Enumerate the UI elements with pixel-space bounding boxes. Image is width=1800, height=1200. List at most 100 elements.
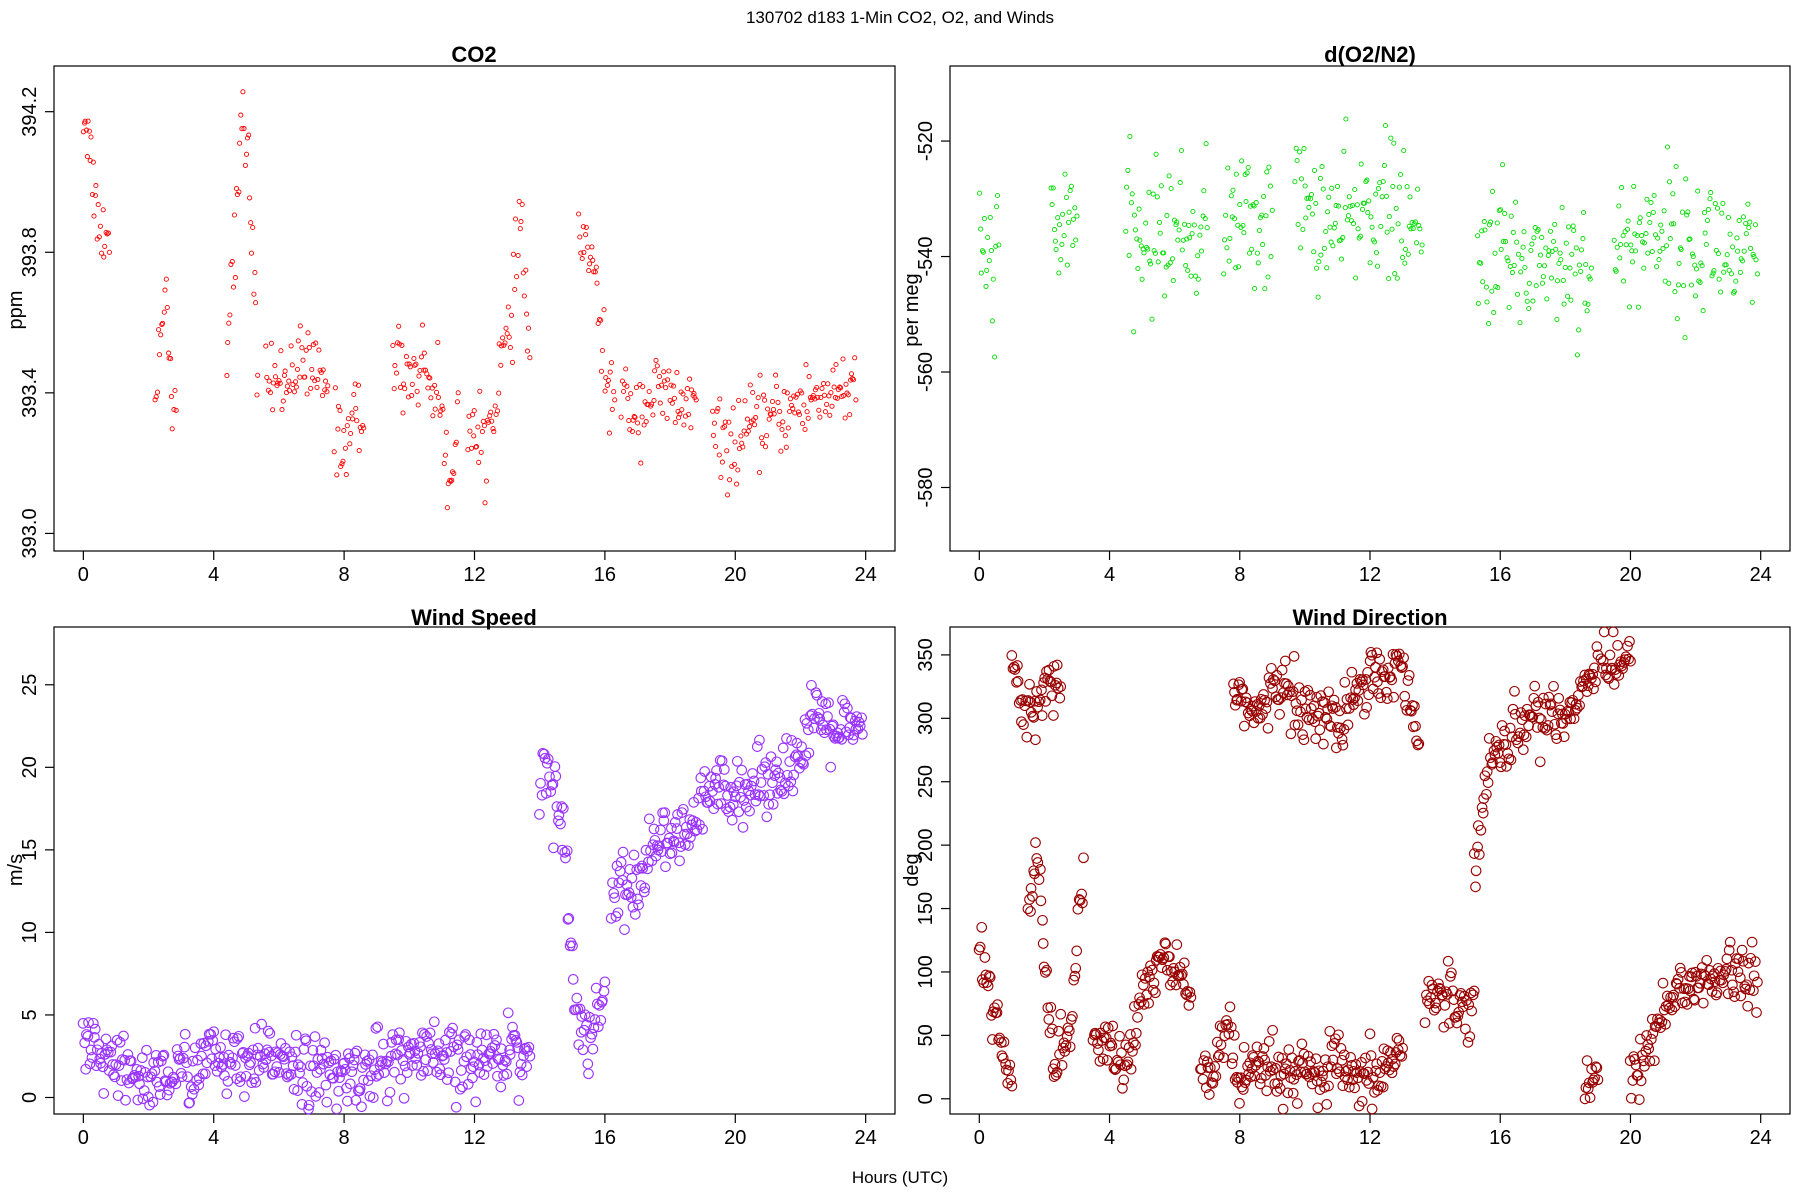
data-point: [1735, 990, 1747, 1002]
data-point: [1740, 214, 1747, 220]
data-point: [163, 276, 169, 282]
data-point: [251, 291, 257, 297]
data-point: [1396, 662, 1407, 673]
data-point: [1323, 686, 1334, 698]
data-point: [316, 347, 322, 353]
data-point: [290, 1029, 302, 1041]
data-point: [1671, 221, 1677, 227]
data-point: [1297, 149, 1303, 155]
data-point: [1574, 700, 1585, 711]
data-point: [224, 373, 230, 379]
data-point: [1366, 198, 1372, 204]
data-point: [1234, 1098, 1245, 1109]
data-point: [1321, 1099, 1333, 1110]
data-point: [1502, 748, 1514, 759]
data-point: [587, 261, 593, 267]
data-point: [511, 1037, 523, 1048]
data-point: [1468, 985, 1480, 997]
data-point: [242, 162, 248, 168]
data-point: [1484, 299, 1490, 305]
data-point: [1706, 986, 1718, 997]
data-point: [1215, 1039, 1227, 1051]
data-point: [1132, 227, 1139, 233]
data-point: [1552, 221, 1558, 227]
data-point: [146, 1068, 158, 1079]
data-point: [237, 140, 243, 146]
data-point: [1319, 164, 1325, 170]
data-point: [1544, 699, 1556, 711]
data-point: [358, 429, 365, 435]
data-point: [761, 811, 773, 823]
data-point: [1597, 655, 1609, 667]
data-point: [447, 477, 453, 483]
data-point: [1592, 1074, 1604, 1086]
data-point: [355, 382, 362, 388]
data-point: [1123, 228, 1129, 234]
data-point: [1506, 304, 1512, 311]
data-point: [1389, 1058, 1401, 1070]
data-point: [270, 407, 276, 413]
chart-co2-title: CO2: [451, 42, 496, 67]
data-point: [996, 242, 1002, 248]
data-point: [1340, 235, 1346, 241]
data-point: [1124, 184, 1130, 190]
data-point: [1077, 897, 1088, 909]
data-point: [524, 1050, 536, 1062]
data-point: [1346, 1059, 1358, 1071]
data-point: [793, 394, 799, 400]
data-point: [1321, 245, 1327, 251]
data-point: [1486, 321, 1492, 327]
data-point: [1051, 227, 1058, 233]
data-point: [1064, 1041, 1076, 1053]
data-point: [1629, 259, 1636, 265]
data-point: [1226, 258, 1232, 264]
data-point: [595, 1015, 607, 1026]
data-point: [1451, 1017, 1463, 1029]
data-point: [1234, 676, 1245, 688]
data-point: [1183, 263, 1189, 269]
data-point: [173, 407, 179, 413]
data-point: [1024, 696, 1036, 708]
data-point: [1046, 690, 1058, 702]
data-point: [735, 467, 741, 473]
data-point: [342, 1095, 353, 1107]
data-point: [731, 780, 742, 792]
data-point: [989, 318, 995, 324]
data-point: [731, 755, 743, 767]
data-point: [1327, 1054, 1339, 1066]
data-point: [1503, 753, 1515, 765]
data-point: [562, 914, 574, 925]
data-point: [1247, 203, 1254, 209]
data-point: [712, 798, 724, 810]
data-point: [1489, 188, 1496, 194]
data-point: [1056, 270, 1062, 276]
data-point: [268, 340, 274, 346]
data-point: [1028, 712, 1040, 723]
data-point: [785, 425, 791, 431]
data-point: [1094, 1055, 1106, 1067]
data-point: [116, 1075, 127, 1086]
data-point: [579, 256, 585, 262]
data-point: [1481, 219, 1487, 225]
data-point: [1253, 1057, 1265, 1068]
data-point: [1543, 245, 1549, 251]
data-point: [1262, 722, 1274, 734]
data-point: [1064, 262, 1070, 268]
data-point: [842, 702, 853, 714]
data-point: [1089, 1027, 1101, 1039]
data-point: [1318, 738, 1329, 750]
data-point: [310, 1091, 322, 1102]
data-point: [762, 397, 768, 403]
data-point: [1568, 713, 1580, 724]
data-point: [1178, 957, 1190, 969]
data-point: [1070, 962, 1082, 974]
data-point: [1439, 1000, 1451, 1011]
data-point: [847, 734, 859, 745]
data-point: [1608, 679, 1620, 690]
data-point: [429, 385, 435, 391]
data-point: [1561, 301, 1567, 307]
data-point: [1287, 686, 1299, 697]
data-point: [199, 1068, 211, 1080]
data-point: [1621, 278, 1627, 284]
data-point: [724, 448, 730, 454]
